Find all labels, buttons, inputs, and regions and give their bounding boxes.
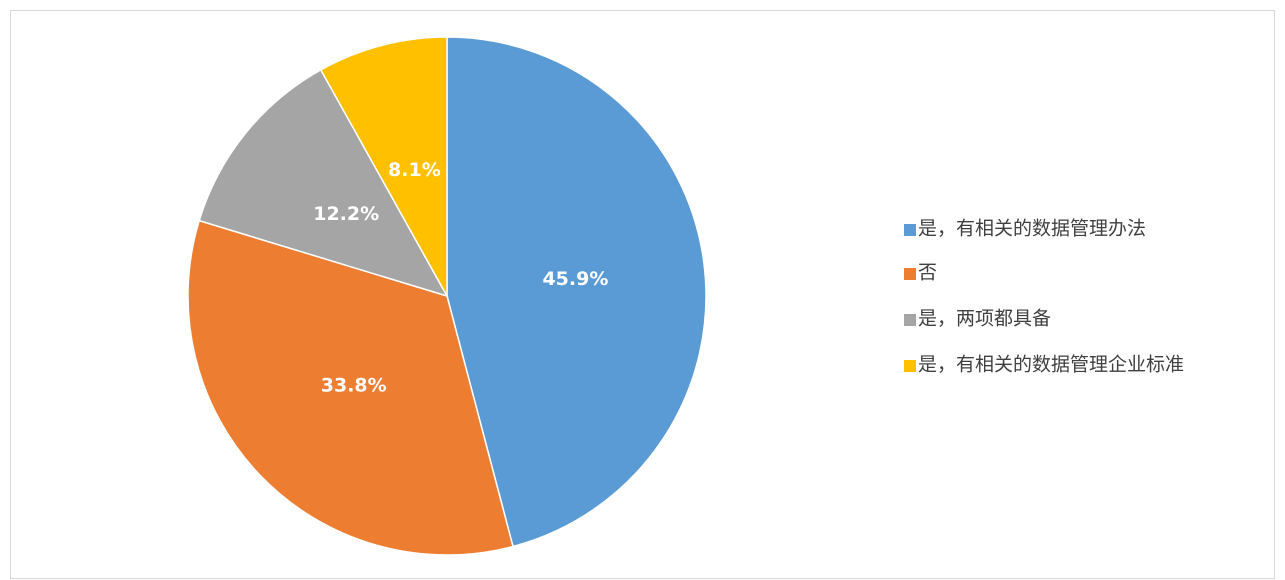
legend-swatch	[904, 314, 916, 326]
pie-slice	[198, 68, 449, 298]
data-label: 8.1%	[388, 159, 441, 181]
legend-swatch	[904, 224, 916, 236]
legend-label: 是，有相关的数据管理办法	[918, 217, 1146, 239]
chart-frame	[10, 10, 1275, 579]
legend-label: 否	[918, 262, 937, 283]
data-label: 45.9%	[542, 268, 608, 290]
pie-slice	[319, 36, 448, 299]
legend-label: 是，有相关的数据管理企业标准	[918, 353, 1184, 375]
data-label: 33.8%	[321, 374, 387, 396]
pie-slice	[187, 219, 514, 556]
pie-slice	[446, 36, 707, 548]
legend-label: 是，两项都具备	[918, 307, 1051, 329]
legend-swatch	[904, 360, 916, 372]
data-label: 12.2%	[313, 203, 379, 225]
legend-swatch	[904, 268, 916, 280]
